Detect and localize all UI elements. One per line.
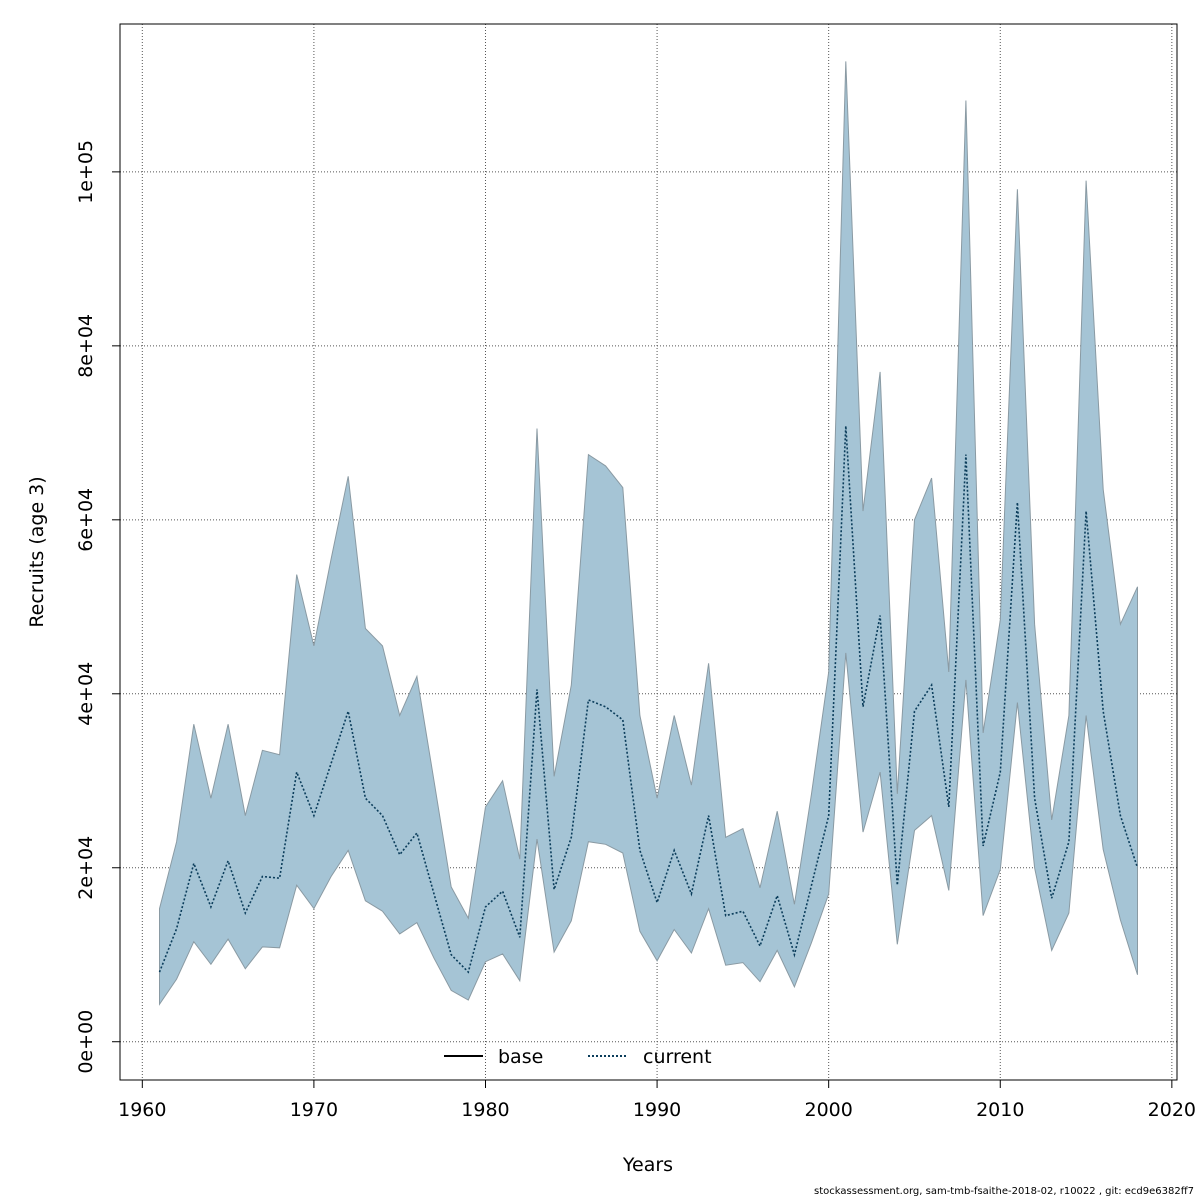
x-tick-label: 1980 (461, 1099, 509, 1121)
legend: base current (444, 1046, 712, 1068)
series-current-line (158, 425, 1139, 974)
y-axis: 0e+00 2e+04 4e+04 6e+04 8e+04 1e+05 (75, 140, 121, 1074)
series-band-area (159, 61, 1138, 1006)
x-tick-label: 2020 (1148, 1099, 1196, 1121)
legend-current-label: current (643, 1046, 712, 1068)
y-axis-title: Recruits (age 3) (26, 476, 48, 627)
series-lines (158, 425, 1139, 974)
y-tick-label: 2e+04 (75, 836, 97, 900)
x-tick-label: 1960 (118, 1099, 166, 1121)
y-tick-label: 8e+04 (75, 314, 97, 378)
y-tick-label: 1e+05 (75, 140, 97, 204)
x-tick-label: 2010 (976, 1099, 1024, 1121)
x-tick-label: 2000 (804, 1099, 852, 1121)
confidence-band (159, 61, 1138, 1006)
y-tick-label: 0e+00 (75, 1010, 97, 1074)
legend-base-label: base (498, 1046, 543, 1068)
y-tick-label: 6e+04 (75, 488, 97, 552)
x-tick-label: 1990 (633, 1099, 681, 1121)
footer-credit: stockassessment.org, sam-tmb-fsaithe-201… (814, 1186, 1194, 1197)
x-tick-label: 1970 (290, 1099, 338, 1121)
x-axis-title: Years (622, 1154, 673, 1176)
x-axis: 1960 1970 1980 1990 2000 2010 2020 (118, 1079, 1196, 1121)
y-tick-label: 4e+04 (75, 662, 97, 726)
